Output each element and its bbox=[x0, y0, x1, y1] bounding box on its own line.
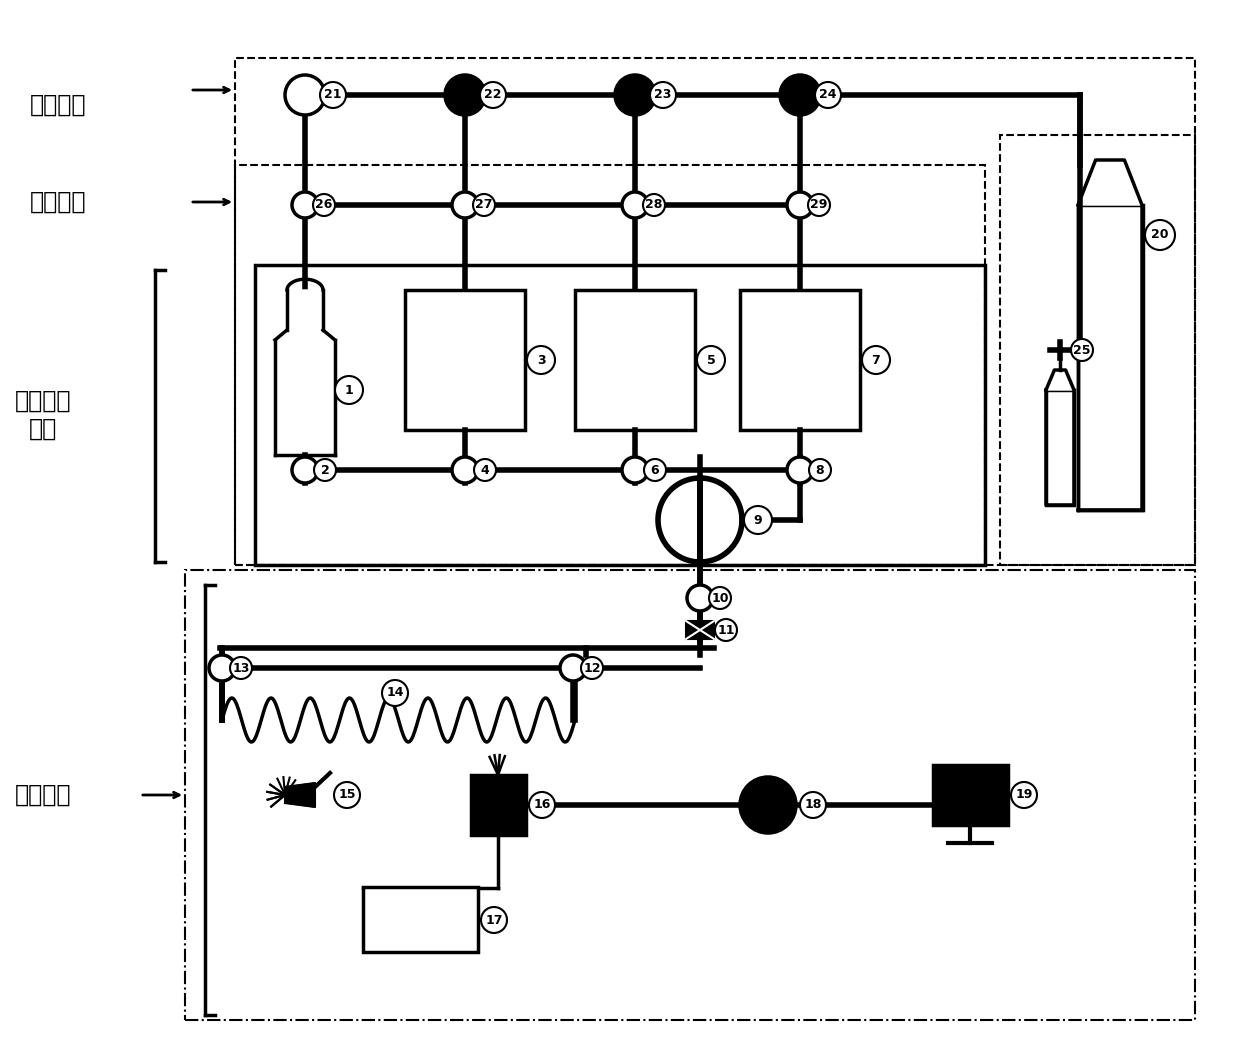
Circle shape bbox=[744, 506, 773, 534]
Bar bbox=[255, 265, 985, 565]
Circle shape bbox=[335, 376, 363, 404]
Bar bbox=[932, 765, 1008, 825]
Text: 4: 4 bbox=[481, 464, 490, 476]
Text: 16: 16 bbox=[533, 799, 551, 812]
Text: 17: 17 bbox=[485, 914, 502, 926]
Circle shape bbox=[787, 192, 813, 218]
Text: 24: 24 bbox=[820, 89, 837, 101]
Circle shape bbox=[291, 457, 317, 483]
Text: 吹扫系统: 吹扫系统 bbox=[30, 190, 87, 214]
Circle shape bbox=[320, 82, 346, 108]
Circle shape bbox=[1071, 339, 1092, 362]
Text: 15: 15 bbox=[339, 788, 356, 801]
Text: 18: 18 bbox=[805, 799, 822, 812]
Text: 11: 11 bbox=[717, 624, 735, 637]
Text: 9: 9 bbox=[754, 513, 763, 527]
Bar bbox=[999, 135, 1195, 565]
Bar bbox=[575, 290, 694, 430]
Text: 14: 14 bbox=[386, 686, 404, 700]
Circle shape bbox=[453, 192, 477, 218]
Circle shape bbox=[808, 458, 831, 481]
Circle shape bbox=[480, 82, 506, 108]
Text: 27: 27 bbox=[475, 198, 492, 212]
Circle shape bbox=[474, 458, 496, 481]
Bar bbox=[686, 621, 714, 639]
Text: 26: 26 bbox=[315, 198, 332, 212]
Text: 5: 5 bbox=[707, 353, 715, 367]
Bar bbox=[363, 887, 477, 952]
Circle shape bbox=[334, 782, 360, 808]
Circle shape bbox=[615, 75, 655, 115]
Circle shape bbox=[291, 192, 317, 218]
Circle shape bbox=[709, 587, 732, 609]
Circle shape bbox=[715, 619, 737, 641]
Text: 检测系统: 检测系统 bbox=[15, 783, 72, 807]
Bar bbox=[185, 570, 1195, 1020]
Text: 13: 13 bbox=[232, 662, 249, 675]
Circle shape bbox=[787, 457, 813, 483]
Bar bbox=[1078, 204, 1143, 510]
Circle shape bbox=[210, 655, 236, 681]
Circle shape bbox=[472, 194, 495, 216]
Polygon shape bbox=[275, 290, 335, 455]
Circle shape bbox=[862, 346, 890, 374]
Circle shape bbox=[644, 194, 665, 216]
Circle shape bbox=[1145, 220, 1176, 250]
Circle shape bbox=[285, 75, 325, 115]
Circle shape bbox=[481, 907, 507, 933]
Circle shape bbox=[582, 657, 603, 679]
Text: 10: 10 bbox=[712, 591, 729, 605]
Circle shape bbox=[312, 194, 335, 216]
Text: 2: 2 bbox=[321, 464, 330, 476]
Text: 洗涤系统: 洗涤系统 bbox=[30, 93, 87, 117]
Text: 12: 12 bbox=[583, 662, 600, 675]
Text: 22: 22 bbox=[485, 89, 502, 101]
Circle shape bbox=[382, 680, 408, 706]
Bar bbox=[740, 290, 861, 430]
Polygon shape bbox=[1047, 370, 1074, 390]
Circle shape bbox=[560, 655, 587, 681]
Text: 28: 28 bbox=[645, 198, 662, 212]
Text: 29: 29 bbox=[810, 198, 827, 212]
Bar bbox=[236, 165, 985, 565]
Circle shape bbox=[529, 792, 556, 818]
Circle shape bbox=[644, 458, 666, 481]
Circle shape bbox=[229, 657, 252, 679]
Bar bbox=[1047, 390, 1074, 505]
Bar bbox=[236, 58, 1195, 565]
Circle shape bbox=[527, 346, 556, 374]
Text: 23: 23 bbox=[655, 89, 672, 101]
Text: 传输反应
系统: 传输反应 系统 bbox=[15, 389, 72, 441]
Circle shape bbox=[622, 192, 649, 218]
Bar bbox=[405, 290, 525, 430]
Circle shape bbox=[445, 75, 485, 115]
Polygon shape bbox=[1078, 160, 1142, 204]
Circle shape bbox=[687, 585, 713, 611]
Circle shape bbox=[622, 457, 649, 483]
Polygon shape bbox=[285, 783, 315, 807]
Circle shape bbox=[780, 75, 820, 115]
Circle shape bbox=[740, 777, 796, 833]
Text: 8: 8 bbox=[816, 464, 825, 476]
Text: 6: 6 bbox=[651, 464, 660, 476]
Circle shape bbox=[800, 792, 826, 818]
Circle shape bbox=[697, 346, 725, 374]
Circle shape bbox=[1011, 782, 1037, 808]
Circle shape bbox=[808, 194, 830, 216]
Text: 21: 21 bbox=[324, 89, 342, 101]
Text: 3: 3 bbox=[537, 353, 546, 367]
Circle shape bbox=[658, 479, 742, 562]
Text: 25: 25 bbox=[1074, 344, 1091, 356]
Text: 20: 20 bbox=[1151, 229, 1169, 241]
Circle shape bbox=[815, 82, 841, 108]
Text: 19: 19 bbox=[1016, 788, 1033, 801]
Circle shape bbox=[453, 457, 477, 483]
Circle shape bbox=[314, 458, 336, 481]
Circle shape bbox=[650, 82, 676, 108]
Text: 1: 1 bbox=[345, 384, 353, 396]
Text: 7: 7 bbox=[872, 353, 880, 367]
Bar bbox=[471, 775, 526, 835]
